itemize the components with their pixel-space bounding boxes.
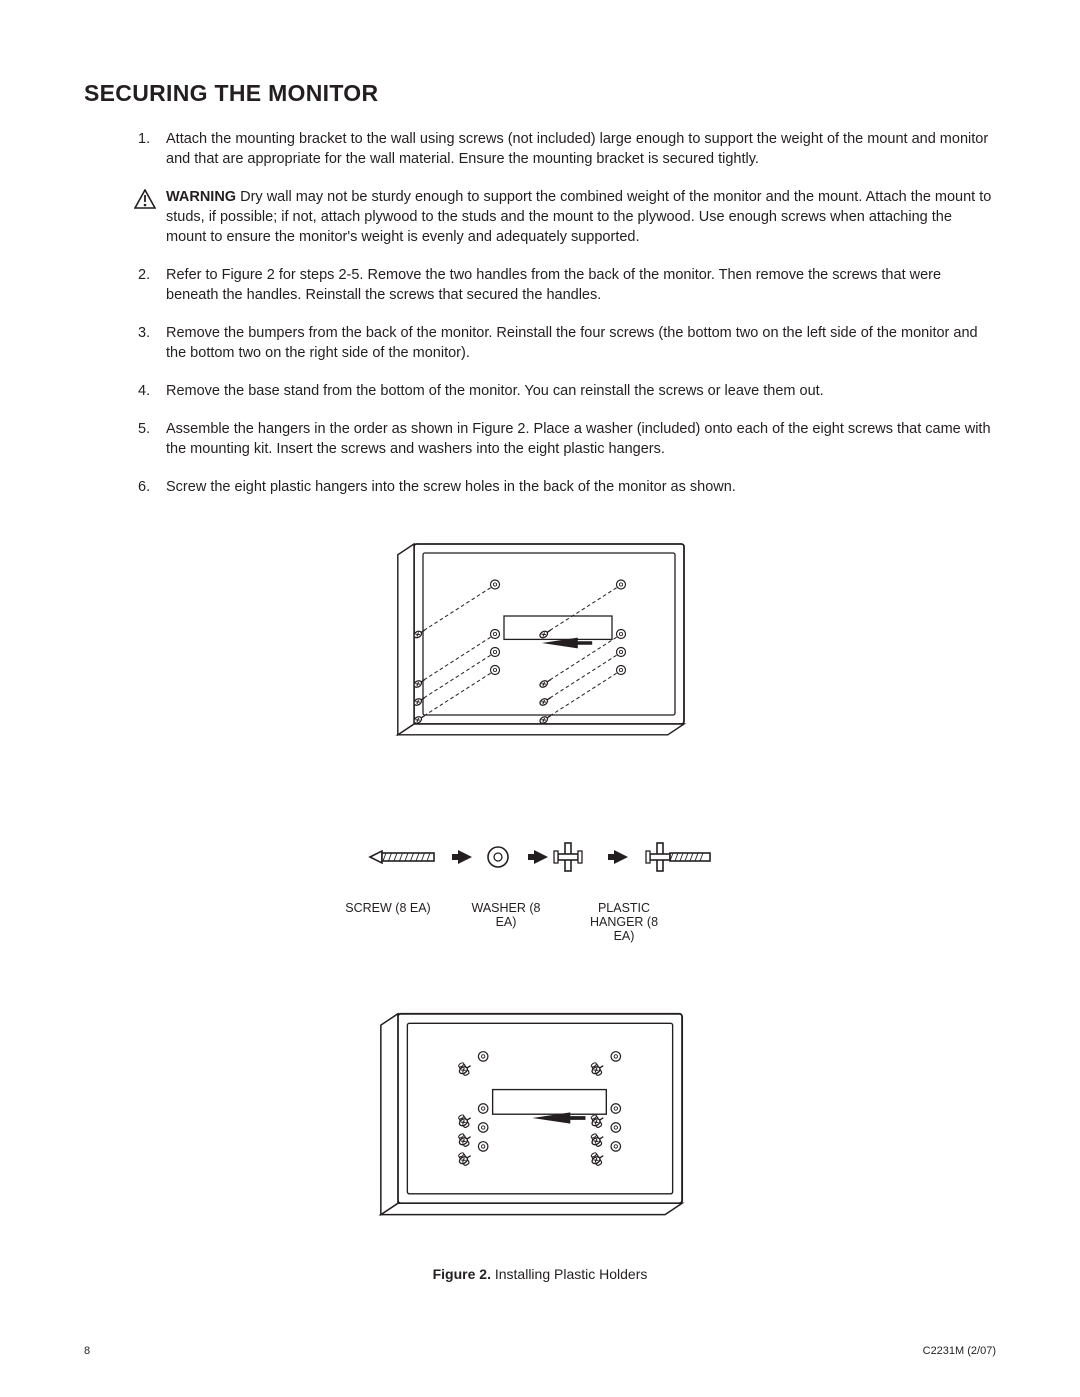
step-6: 6. Screw the eight plastic hangers into … (166, 477, 996, 497)
page-title: SECURING THE MONITOR (84, 80, 996, 107)
step-number: 6. (138, 477, 150, 497)
doc-id: C2231M (2/07) (923, 1345, 996, 1357)
step-4: 4. Remove the base stand from the bottom… (166, 381, 996, 401)
monitor-exploded-top (360, 527, 720, 782)
warning-label: WARNING (166, 189, 236, 205)
caption-text: Installing Plastic Holders (491, 1266, 647, 1282)
step-text: Remove the base stand from the bottom of… (166, 383, 824, 399)
page-footer: 8 C2231M (2/07) (84, 1345, 996, 1357)
step-text: Attach the mounting bracket to the wall … (166, 131, 988, 167)
step-number: 5. (138, 419, 150, 439)
monitor-assembled-bottom (360, 1003, 720, 1238)
label-hanger: PLASTIC HANGER (8 EA) (579, 901, 669, 943)
label-washer: WASHER (8 EA) (461, 901, 551, 943)
step-number: 1. (138, 129, 150, 149)
warning-block: WARNING Dry wall may not be sturdy enoug… (166, 187, 996, 247)
step-text: Screw the eight plastic hangers into the… (166, 479, 736, 495)
figure-2: SCREW (8 EA) WASHER (8 EA) PLASTIC HANGE… (84, 527, 996, 1282)
warning-icon (134, 189, 156, 215)
step-3: 3. Remove the bumpers from the back of t… (166, 323, 996, 363)
step-5: 5. Assemble the hangers in the order as … (166, 419, 996, 459)
warning-text: Dry wall may not be sturdy enough to sup… (166, 189, 991, 245)
step-1: 1. Attach the mounting bracket to the wa… (166, 129, 996, 169)
steps-list: 1. Attach the mounting bracket to the wa… (84, 129, 996, 497)
step-number: 2. (138, 265, 150, 285)
step-number: 4. (138, 381, 150, 401)
step-text: Assemble the hangers in the order as sho… (166, 421, 991, 457)
parts-assembly-row: SCREW (8 EA) WASHER (8 EA) PLASTIC HANGE… (84, 832, 996, 943)
step-text: Refer to Figure 2 for steps 2-5. Remove … (166, 267, 941, 303)
step-text: Remove the bumpers from the back of the … (166, 325, 978, 361)
step-2: 2. Refer to Figure 2 for steps 2-5. Remo… (166, 265, 996, 305)
label-screw: SCREW (8 EA) (343, 901, 433, 943)
page-number: 8 (84, 1345, 90, 1357)
caption-label: Figure 2. (433, 1266, 491, 1282)
step-number: 3. (138, 323, 150, 343)
figure-caption: Figure 2. Installing Plastic Holders (84, 1266, 996, 1282)
